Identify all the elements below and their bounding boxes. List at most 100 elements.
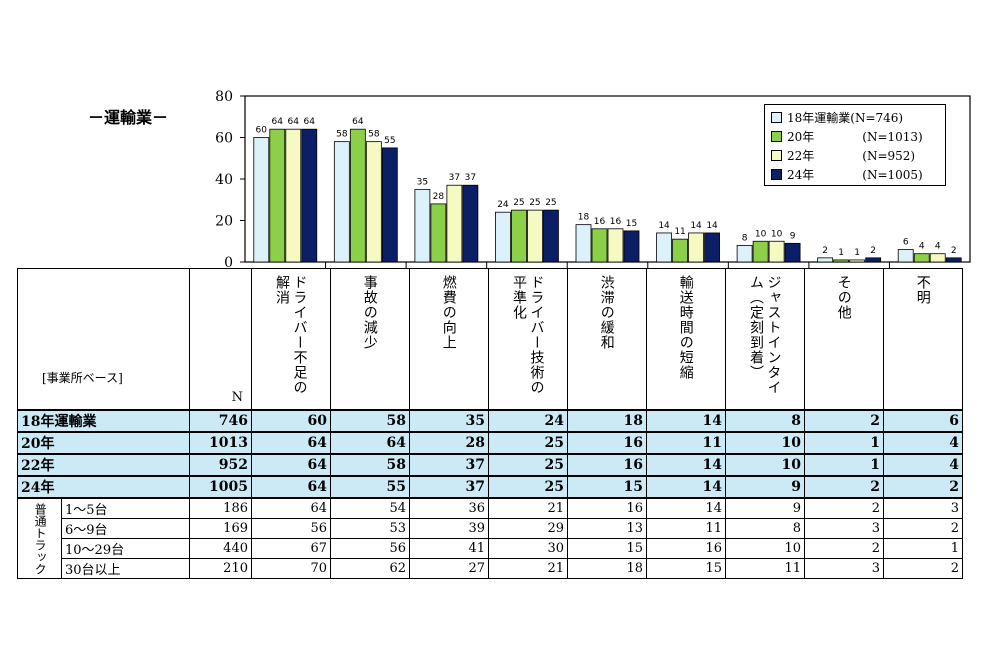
table-cell: 28	[409, 431, 489, 455]
header-cell: ドライバー不足の解消	[251, 268, 331, 411]
data-label: 1	[838, 248, 844, 258]
table-cell: 2	[883, 518, 963, 539]
table-cell: 11	[646, 518, 726, 539]
table-cell: 18	[567, 558, 647, 579]
bar	[833, 259, 850, 263]
bar	[849, 259, 866, 263]
row-label: 18年運輸業	[17, 409, 190, 433]
row-label: 30台以上	[61, 558, 190, 579]
row-label: 24年	[17, 475, 190, 499]
bar	[672, 238, 688, 263]
data-label: 55	[384, 136, 395, 146]
bar	[656, 232, 672, 263]
table-cell: 2	[804, 538, 884, 559]
y-tick-label: 80	[215, 89, 233, 105]
data-label: 14	[706, 221, 718, 231]
table-cell: 15	[646, 558, 726, 579]
column-header: 渋滞の緩和	[598, 275, 615, 350]
table-cell: 35	[409, 409, 489, 433]
table-cell: 11	[646, 431, 726, 455]
table-cell: 64	[330, 431, 410, 455]
table-cell: 15	[567, 475, 647, 499]
row-n: 952	[189, 453, 252, 477]
data-label: 4	[919, 242, 925, 252]
y-axis: 0 20 40 60 80	[215, 89, 971, 271]
table-cell: 1	[883, 538, 963, 559]
table-cell: 2	[883, 558, 963, 579]
data-label: 64	[304, 117, 316, 127]
row-n: 186	[189, 497, 252, 519]
table-row: 30台以上 210 70 62 27 21 18 15 11 3 2	[18, 558, 963, 579]
table-cell: 9	[725, 475, 805, 499]
table-cell: 2	[883, 475, 963, 499]
row-label: 1～5台	[61, 497, 190, 519]
table-cell: 14	[646, 453, 726, 477]
data-label: 24	[497, 200, 509, 210]
table-cell: 37	[409, 475, 489, 499]
bar	[381, 147, 398, 263]
bar	[333, 141, 350, 263]
data-label: 14	[658, 221, 670, 231]
data-label: 37	[449, 173, 460, 183]
bar	[752, 240, 769, 263]
legend-swatch-18	[771, 112, 782, 123]
table-cell: 62	[330, 558, 410, 579]
table-cell: 2	[804, 409, 884, 433]
table-cell: 11	[725, 558, 805, 579]
header-cell: その他	[804, 268, 884, 411]
bar	[623, 230, 640, 263]
row-n: 210	[189, 558, 252, 579]
bar	[446, 184, 463, 263]
y-tick-label: 0	[224, 255, 233, 271]
header-cell: 渋滞の緩和	[567, 268, 647, 411]
data-label: 58	[336, 130, 348, 140]
column-header: 不明	[914, 275, 931, 305]
table-cell: 64	[251, 497, 331, 519]
bar	[784, 242, 801, 263]
data-label: 37	[465, 173, 476, 183]
data-label: 9	[790, 231, 796, 241]
data-label: 25	[529, 198, 540, 208]
base-label-cell: [事業所ベース]	[17, 268, 190, 411]
n-header: N	[231, 390, 243, 405]
table-cell: 36	[409, 497, 489, 519]
table-cell: 1	[804, 431, 884, 455]
bar	[495, 211, 511, 263]
data-label: 6	[903, 238, 909, 248]
legend-label-20: 20年 (N=1013)	[787, 130, 923, 144]
table-cell: 21	[488, 497, 568, 519]
table-row: 18年運輸業 746 60 58 35 24 18 14 8 2 6	[17, 409, 963, 433]
column-header: ジャストインタイム（定刻到着）	[748, 275, 782, 395]
table-cell: 8	[725, 518, 805, 539]
y-tick-label: 40	[215, 172, 233, 188]
data-label: 58	[368, 130, 380, 140]
table-cell: 64	[251, 475, 331, 499]
table-row: 24年 1005 64 55 37 25 15 14 9 2 2	[17, 475, 963, 499]
table-row: 10～29台 440 67 56 41 30 15 16 10 2 1	[18, 538, 963, 559]
n-header-cell: N	[189, 268, 252, 411]
bar	[865, 257, 882, 263]
data-label: 15	[626, 219, 637, 229]
legend-item-18: 18年運輸業(N=746)	[771, 108, 943, 126]
row-n: 1013	[189, 431, 252, 455]
bar	[768, 240, 785, 263]
data-label: 64	[352, 117, 364, 127]
table-cell: 70	[251, 558, 331, 579]
table-row: 普通トラック 1～5台 186 64 54 36 21 16 14 9 2 3	[17, 497, 963, 579]
table-cell: 25	[488, 453, 568, 477]
header-cell: ドライバー技術の平準化	[488, 268, 568, 411]
table-cell: 24	[488, 409, 568, 433]
column-header: その他	[835, 275, 852, 320]
table-cell: 16	[567, 431, 647, 455]
table-cell: 16	[567, 453, 647, 477]
data-label: 2	[951, 246, 957, 256]
table-cell: 13	[567, 518, 647, 539]
table-cell: 6	[883, 409, 963, 433]
table-cell: 56	[251, 518, 331, 539]
table-cell: 25	[488, 431, 568, 455]
data-label: 8	[742, 233, 748, 243]
bar	[349, 128, 366, 263]
legend-swatch-20	[771, 131, 782, 142]
column-header: 事故の減少	[361, 275, 378, 350]
table-cell: 56	[330, 538, 410, 559]
